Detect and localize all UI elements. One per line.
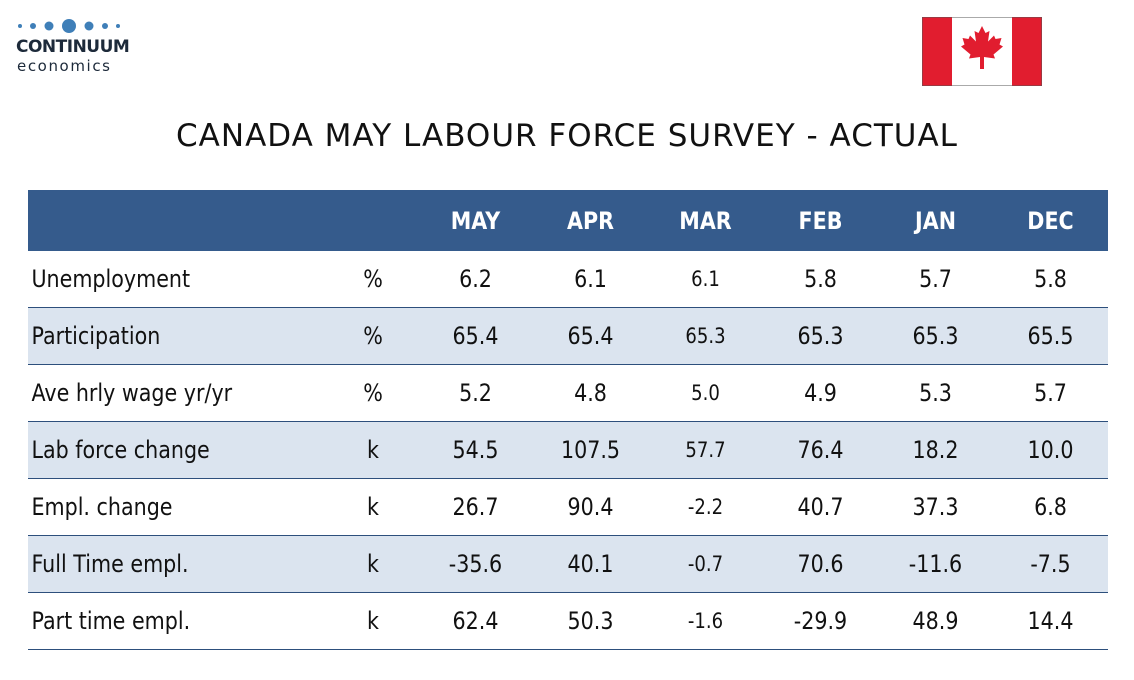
table-cell: 37.3 [912,493,959,521]
table-cell: 4.8 [574,379,607,407]
table-cell: 5.8 [804,265,837,293]
column-header-may: MAY [450,206,501,235]
table-cell: 107.5 [560,436,621,464]
table-cell: 65.3 [912,322,959,350]
table-cell: -29.9 [793,607,848,635]
table-cell: 6.8 [1034,493,1067,521]
table-cell: 5.8 [1034,265,1067,293]
row-label: Ave hrly wage yr/yr [31,379,233,407]
column-header-apr: APR [566,206,615,235]
table-cell: -0.7 [687,552,724,576]
table-cell: 14.4 [1027,607,1074,635]
canada-flag-icon [922,17,1042,86]
table-cell: 76.4 [797,436,844,464]
table-cell: 65.5 [1027,322,1074,350]
table-cell: -1.6 [687,609,724,633]
table-cell: 90.4 [567,493,614,521]
row-label: Part time empl. [31,607,191,635]
table-cell: 4.9 [804,379,837,407]
table-row: Participation% 65.4 65.4 65.3 65.3 65.3 65.5 [28,307,1108,365]
table-cell: 10.0 [1027,436,1074,464]
row-label: Empl. change [31,493,173,521]
column-header-dec: DEC [1027,206,1074,235]
table-cell: 54.5 [452,436,499,464]
table-cell: 50.3 [567,607,614,635]
table-cell: 57.7 [685,438,726,462]
row-unit: % [363,379,383,407]
row-label: Lab force change [31,436,210,464]
table-row: Ave hrly wage yr/yr% 5.2 4.8 5.0 4.9 5.3 5.7 [28,365,1108,422]
table-cell: 5.7 [919,265,952,293]
table-cell: -2.2 [687,495,724,519]
column-header-unit [334,190,411,251]
table-cell: 5.0 [691,381,720,405]
table-cell: 70.6 [797,550,844,578]
row-unit: % [363,322,383,350]
table-row: Lab force change k 54.5 107.5 57.7 76.4 18.2 10… [28,421,1108,479]
table-body: Unemployment% 6.2 6.1 6.1 5.8 5.7 5.8 Participa… [28,251,1108,650]
table-row: Empl. change k 26.7 90.4 -2.2 40.7 37.3 6.8 [28,479,1108,536]
table-cell: -7.5 [1030,550,1071,578]
table-cell: 26.7 [452,493,499,521]
logo-name: CONTINUUM [16,37,130,57]
table-cell: 65.3 [797,322,844,350]
table-cell: 18.2 [912,436,959,464]
table-cell: 40.1 [567,550,614,578]
table-cell: 65.4 [567,322,614,350]
table-cell: 6.1 [574,265,607,293]
row-unit: k [367,436,379,464]
table-cell: -35.6 [448,550,503,578]
row-unit: k [367,607,379,635]
page-title: CANADA MAY LABOUR FORCE SURVEY - ACTUAL [176,118,958,154]
column-header-mar: MAR [679,206,732,235]
table-cell: 48.9 [912,607,959,635]
column-header-feb: FEB [798,206,843,235]
column-header-label [49,190,307,251]
table-row: Unemployment% 6.2 6.1 6.1 5.8 5.7 5.8 [28,251,1108,308]
table-row: Full Time empl. k -35.6 40.1 -0.7 70.6 -11.6 -7… [28,535,1108,593]
table-cell: 40.7 [797,493,844,521]
table-cell: 6.1 [691,267,720,291]
row-label: Unemployment [31,265,191,293]
row-label: Full Time empl. [31,550,189,578]
table-cell: 5.7 [1034,379,1067,407]
logo-subtitle: economics [17,57,112,75]
row-unit: % [363,265,383,293]
row-unit: k [367,493,379,521]
row-unit: k [367,550,379,578]
logo-dots-icon [18,19,120,33]
table-row: Part time empl. k 62.4 50.3 -1.6 -29.9 48.9 14.… [28,593,1108,650]
continuum-economics-logo: CONTINUUM economics [16,14,146,76]
table-cell: 65.4 [452,322,499,350]
table-cell: 65.3 [685,324,726,348]
table-cell: 62.4 [452,607,499,635]
table-cell: -11.6 [908,550,963,578]
table-cell: 5.3 [919,379,952,407]
table-cell: 5.2 [459,379,492,407]
row-label: Participation [31,322,161,350]
column-header-jan: JAN [915,206,956,235]
table-cell: 6.2 [459,265,492,293]
labour-force-table: MAY APR MAR FEB JAN DEC Unemployment% 6.2… [28,190,1108,650]
table-header-row: MAY APR MAR FEB JAN DEC [28,190,1108,251]
